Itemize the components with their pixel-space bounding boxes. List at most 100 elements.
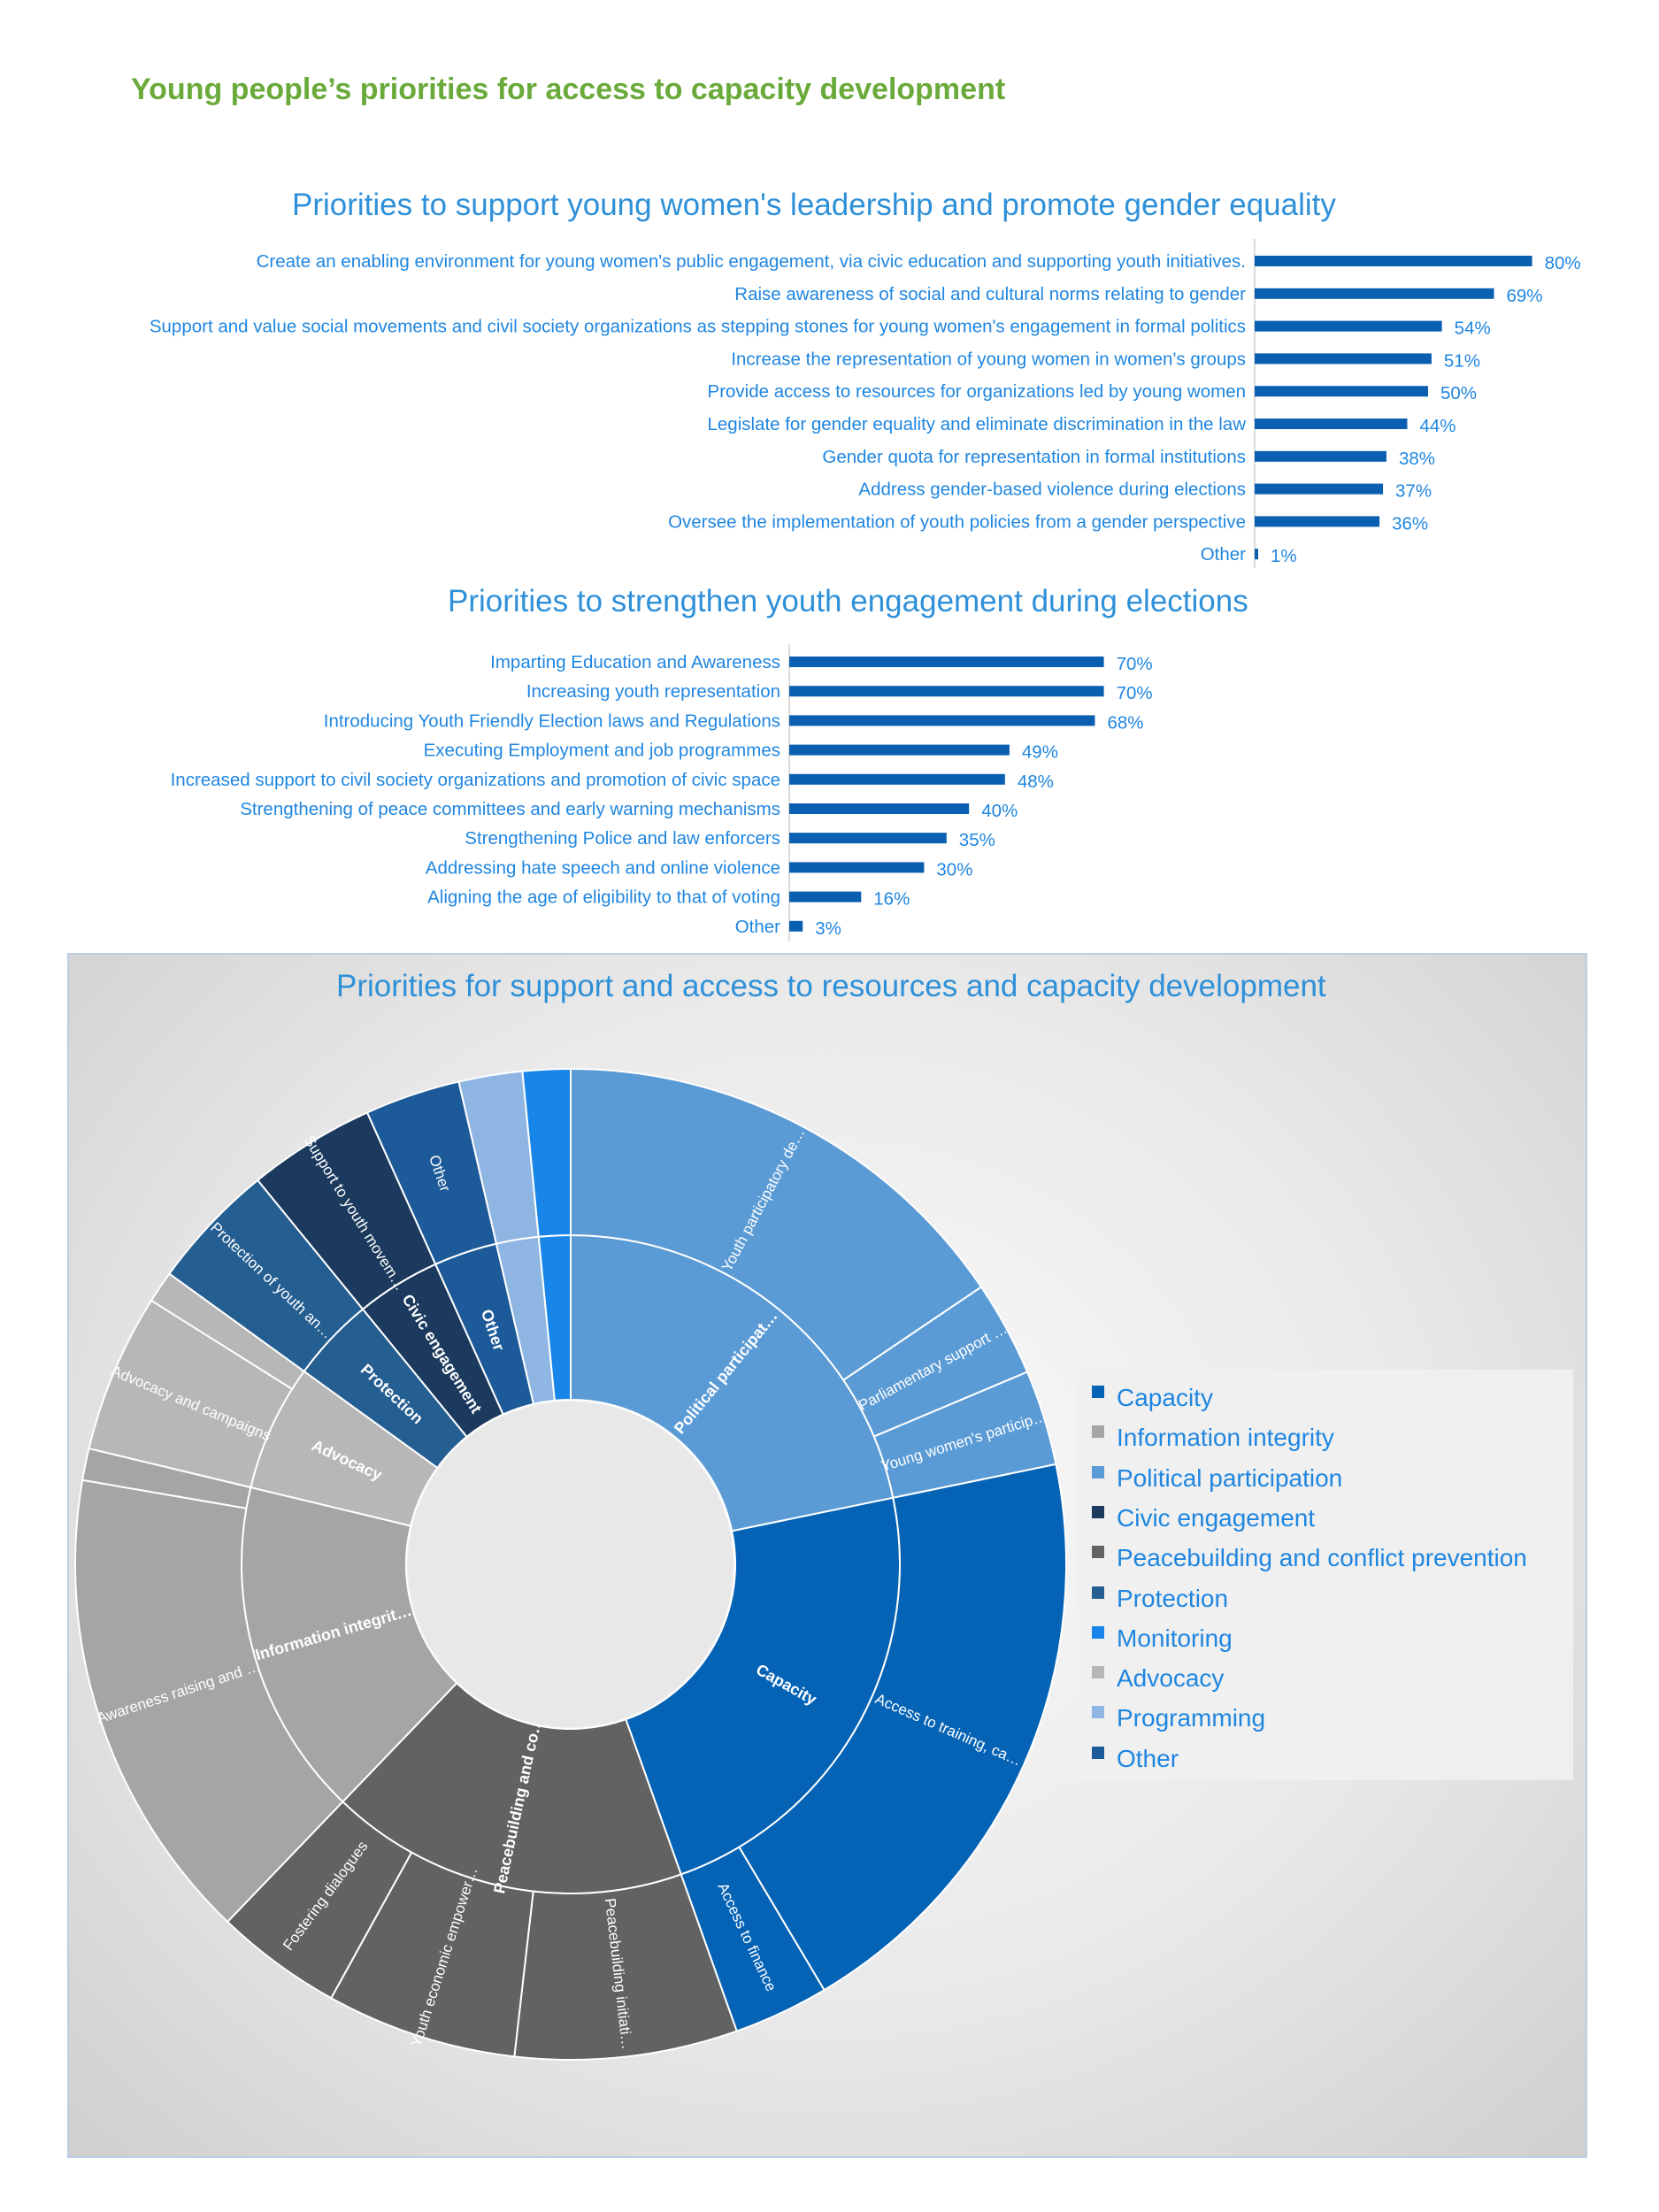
bar bbox=[1255, 419, 1408, 429]
legend-swatch bbox=[1092, 1465, 1104, 1479]
bar bbox=[789, 657, 1104, 667]
gender-equality-bar-chart: Create an enabling environment for young… bbox=[150, 239, 1581, 568]
data-label: 51% bbox=[1444, 350, 1480, 371]
data-label: 38% bbox=[1399, 449, 1435, 469]
sunburst-outer-segment bbox=[521, 1067, 572, 1238]
category-label: Strengthening Police and law enforcers bbox=[465, 828, 780, 849]
legend-swatch bbox=[1092, 1625, 1104, 1639]
page-title: Young people’s priorities for access to … bbox=[131, 73, 1006, 106]
legend-item: Advocacy bbox=[1092, 1659, 1224, 1698]
chart-2-title: Priorities to strengthen youth engagemen… bbox=[448, 584, 1248, 618]
legend-label: Advocacy bbox=[1117, 1664, 1225, 1693]
category-label: Other bbox=[735, 917, 780, 937]
chart-3-title: Priorities for support and access to res… bbox=[336, 969, 1326, 1003]
category-label: Imparting Education and Awareness bbox=[490, 652, 780, 672]
category-label: Gender quota for representation in forma… bbox=[822, 447, 1246, 467]
category-label: Increasing youth representation bbox=[526, 681, 780, 702]
legend-swatch bbox=[1092, 1425, 1104, 1439]
legend-swatch bbox=[1092, 1746, 1104, 1759]
legend-item: Monitoring bbox=[1092, 1619, 1233, 1658]
bar bbox=[1255, 256, 1532, 266]
sunburst-outer-segment bbox=[570, 1067, 983, 1382]
category-label: Raise awareness of social and cultural n… bbox=[734, 284, 1246, 304]
bar bbox=[789, 715, 1095, 726]
legend-label: Protection bbox=[1117, 1584, 1229, 1612]
legend-label: Monitoring bbox=[1117, 1624, 1233, 1652]
legend-label: Political participation bbox=[1117, 1463, 1343, 1492]
sunburst-hole bbox=[408, 1402, 733, 1727]
legend-label: Peacebuilding and conflict prevention bbox=[1117, 1544, 1527, 1572]
legend-item: Civic engagement bbox=[1092, 1499, 1315, 1538]
legend-item: Protection bbox=[1092, 1579, 1228, 1618]
legend-item: Information integrity bbox=[1092, 1418, 1334, 1457]
bar bbox=[789, 803, 970, 814]
bar bbox=[789, 686, 1104, 697]
legend-swatch bbox=[1092, 1586, 1104, 1599]
sunburst-legend: Capacity Information integrity Political p… bbox=[1078, 1370, 1573, 1780]
data-label: 69% bbox=[1506, 286, 1542, 306]
legend-label: Civic engagement bbox=[1117, 1503, 1316, 1532]
category-label: Aligning the age of eligibility to that … bbox=[427, 887, 780, 908]
data-label: 37% bbox=[1395, 481, 1432, 502]
category-label: Strengthening of peace committees and ea… bbox=[240, 799, 780, 819]
category-label: Increase the representation of young wom… bbox=[731, 349, 1246, 369]
data-label: 50% bbox=[1440, 383, 1477, 403]
legend-item: Capacity bbox=[1092, 1379, 1213, 1417]
bar bbox=[1255, 386, 1428, 397]
bar bbox=[789, 891, 862, 902]
category-label: Oversee the implementation of youth poli… bbox=[668, 511, 1246, 532]
bar bbox=[1255, 516, 1380, 527]
category-label: Create an enabling environment for young… bbox=[257, 251, 1246, 272]
bar bbox=[1255, 483, 1384, 495]
legend-label: Capacity bbox=[1117, 1384, 1213, 1411]
bar bbox=[789, 833, 947, 844]
data-label: 49% bbox=[1022, 742, 1058, 763]
category-label: Legislate for gender equality and elimin… bbox=[707, 414, 1246, 434]
category-label: Other bbox=[1201, 544, 1246, 565]
data-label: 54% bbox=[1455, 319, 1491, 339]
sunburst-outer-segment bbox=[74, 1479, 344, 1924]
data-label: 70% bbox=[1117, 683, 1153, 703]
bar bbox=[1255, 549, 1258, 560]
legend-item: Peacebuilding and conflict prevention bbox=[1092, 1539, 1527, 1578]
data-label: 48% bbox=[1018, 772, 1054, 792]
data-label: 3% bbox=[815, 918, 841, 939]
legend-item: Political participation bbox=[1092, 1459, 1342, 1498]
data-label: 80% bbox=[1545, 253, 1581, 273]
bar bbox=[1255, 288, 1494, 299]
data-label: 68% bbox=[1107, 712, 1143, 733]
category-label: Addressing hate speech and online violen… bbox=[426, 857, 780, 878]
category-label: Support and value social movements and c… bbox=[150, 317, 1246, 337]
legend-label: Programming bbox=[1117, 1704, 1266, 1732]
category-label: Executing Employment and job programmes bbox=[424, 741, 780, 761]
data-label: 44% bbox=[1419, 416, 1455, 436]
legend-swatch bbox=[1092, 1505, 1104, 1518]
bar bbox=[1255, 320, 1442, 332]
data-label: 16% bbox=[873, 889, 910, 910]
category-label: Increased support to civil society organ… bbox=[171, 770, 780, 790]
elections-bar-chart: Imparting Education and Awareness 70% Incr… bbox=[171, 644, 1153, 941]
data-label: 70% bbox=[1117, 654, 1153, 674]
data-label: 1% bbox=[1271, 546, 1297, 566]
legend-swatch bbox=[1092, 1706, 1104, 1719]
bar bbox=[1255, 353, 1432, 365]
data-label: 30% bbox=[936, 859, 972, 879]
legend-swatch bbox=[1092, 1386, 1104, 1398]
legend-swatch bbox=[1092, 1666, 1104, 1679]
legend-item: Programming bbox=[1092, 1699, 1265, 1738]
category-label: Address gender-based violence during ele… bbox=[858, 480, 1246, 500]
legend-label: Information integrity bbox=[1117, 1424, 1334, 1452]
bar bbox=[789, 920, 803, 932]
legend-label: Other bbox=[1117, 1744, 1179, 1772]
bar bbox=[789, 862, 925, 873]
category-label: Introducing Youth Friendly Election laws… bbox=[324, 710, 780, 731]
legend-item: Other bbox=[1092, 1740, 1179, 1778]
legend-swatch bbox=[1092, 1546, 1104, 1559]
bar bbox=[1255, 450, 1386, 462]
category-label: Provide access to resources for organiza… bbox=[708, 381, 1246, 402]
sunburst-outer-segment bbox=[737, 1463, 1067, 1992]
data-label: 35% bbox=[959, 830, 995, 850]
data-label: 40% bbox=[981, 801, 1018, 821]
data-label: 36% bbox=[1392, 513, 1428, 534]
